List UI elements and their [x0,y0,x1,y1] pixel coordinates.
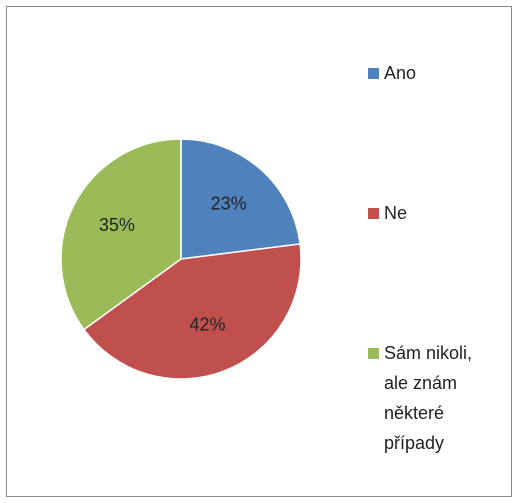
data-label: 35% [99,215,135,235]
legend-swatch [368,348,379,359]
legend-label: Sám nikoli, ale znám některé případy [384,343,473,453]
legend-swatch [368,68,379,79]
data-label: 42% [189,315,225,335]
legend-item: Ano [368,58,474,88]
legend-label: Ano [384,63,417,83]
legend-label: Ne [384,203,408,223]
legend-item: Sám nikoli, ale znám některé případy [368,338,474,458]
legend-swatch [368,208,379,219]
data-label: 23% [211,194,247,214]
legend-item: Ne [368,198,474,228]
pie-slice [180,138,301,260]
pie-slice [82,243,302,380]
pie-slice [60,138,182,331]
